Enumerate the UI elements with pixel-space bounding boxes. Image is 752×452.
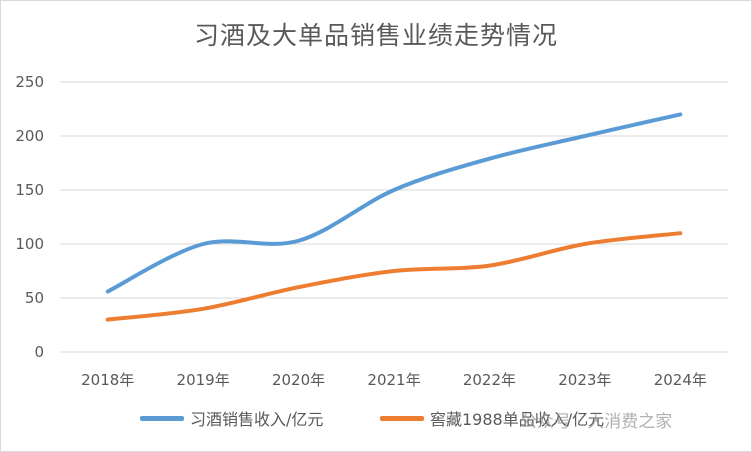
legend-label-series-2: 窖藏1988单品收入/亿元: [430, 410, 605, 429]
y-tick-label: 50: [25, 289, 44, 307]
x-tick-label: 2021年: [367, 371, 420, 389]
y-tick-label: 0: [34, 343, 44, 361]
series-line-1: [105, 112, 683, 294]
series-line-2: [105, 231, 683, 322]
legend-swatch-series-1: [140, 415, 184, 421]
x-tick-label: 2023年: [558, 371, 611, 389]
legend-label-series-1: 习酒销售收入/亿元: [190, 410, 324, 429]
x-tick-label: 2024年: [654, 371, 707, 389]
x-tick-label: 2020年: [272, 371, 325, 389]
x-axis-ticks: 2018年 2019年 2020年 2021年 2022年 2023年 2024年: [81, 371, 707, 389]
legend-item-series-2: 窖藏1988单品收入/亿元: [380, 406, 604, 430]
gridlines: [60, 81, 728, 353]
series-lines: [105, 112, 683, 322]
legend-swatch-series-2: [380, 415, 424, 421]
watermark-text: 公众号 · 大消费之家: [520, 412, 673, 432]
legend: 习酒销售收入/亿元 窖藏1988单品收入/亿元: [0, 406, 752, 436]
y-tick-label: 200: [15, 127, 44, 145]
y-tick-label: 250: [15, 73, 44, 91]
y-tick-label: 150: [15, 181, 44, 199]
y-tick-label: 100: [15, 235, 44, 253]
chart-title: 习酒及大单品销售业绩走势情况: [193, 21, 558, 50]
legend-item-series-1: 习酒销售收入/亿元: [140, 406, 323, 430]
x-tick-label: 2018年: [81, 371, 134, 389]
y-axis-ticks: 0 50 100 150 200 250: [15, 73, 44, 361]
x-tick-label: 2022年: [463, 371, 516, 389]
x-tick-label: 2019年: [177, 371, 230, 389]
